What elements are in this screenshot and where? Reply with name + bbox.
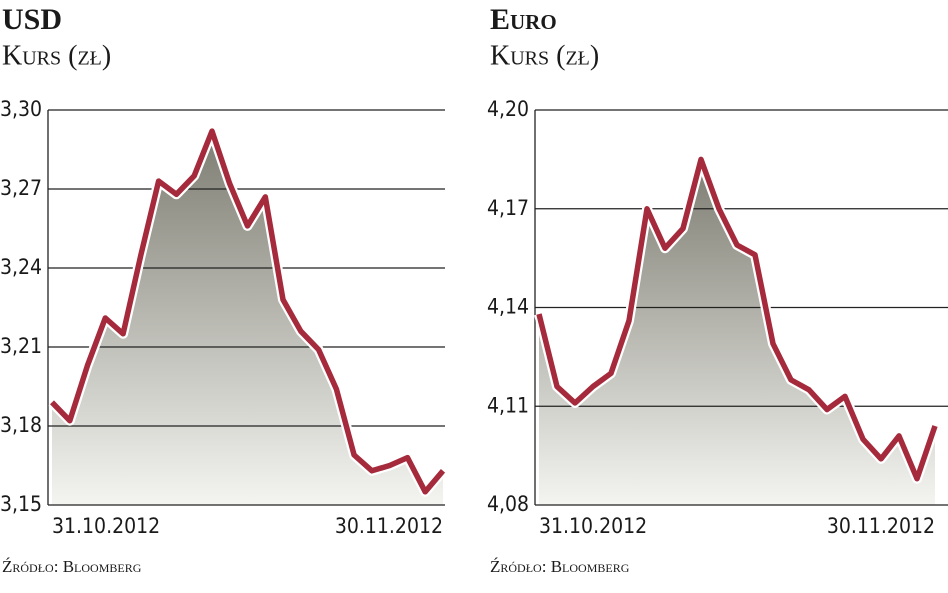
y-tick-label: 4,17	[487, 196, 529, 220]
y-tick-label: 4,14	[487, 295, 529, 319]
chart-subtitle: Kurs (zł)	[2, 40, 111, 71]
y-tick-label: 3,15	[0, 492, 42, 516]
y-tick-label: 3,24	[0, 255, 42, 279]
x-tick-label: 31.10.2012	[52, 514, 160, 538]
chart-title: USD	[2, 3, 62, 36]
x-tick-label: 31.10.2012	[539, 514, 647, 538]
y-tick-label: 3,21	[0, 334, 42, 358]
y-tick-label: 4,08	[487, 492, 529, 516]
chart-title: Euro	[490, 3, 557, 36]
y-tick-label: 4,11	[487, 393, 529, 417]
source: Źródło: Bloomberg	[490, 557, 630, 576]
x-tick-label: 30.11.2012	[827, 514, 935, 538]
area	[539, 159, 935, 505]
line	[50, 128, 446, 495]
y-tick-label: 3,18	[0, 413, 42, 437]
line	[536, 156, 938, 482]
x-tick-label: 30.11.2012	[335, 514, 443, 538]
y-tick-label: 4,20	[487, 97, 529, 121]
y-tick-label: 3,27	[0, 176, 42, 200]
y-tick-label: 3,30	[0, 97, 42, 121]
source: Źródło: Bloomberg	[2, 557, 142, 576]
chart-subtitle: Kurs (zł)	[490, 40, 599, 71]
